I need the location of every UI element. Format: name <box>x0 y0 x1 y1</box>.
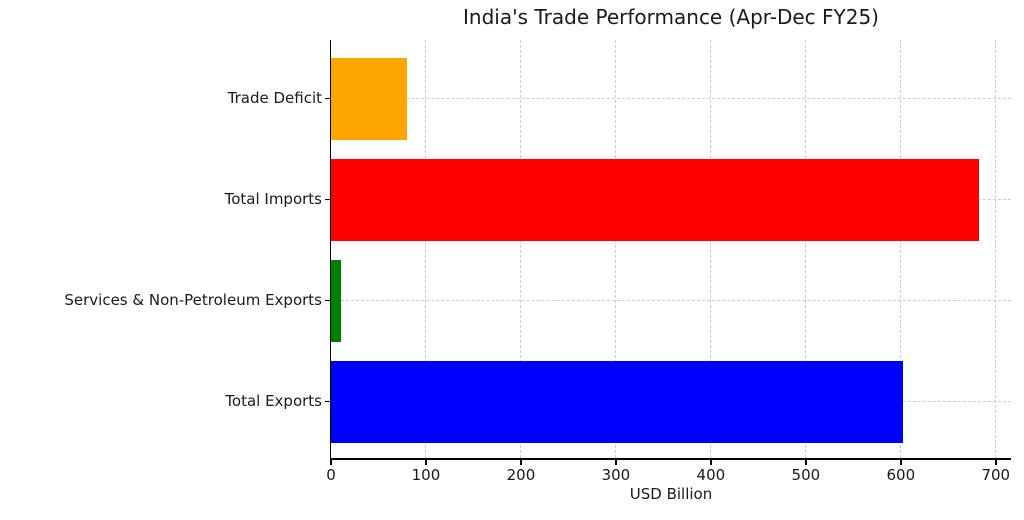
x-tick-mark <box>615 459 617 465</box>
x-tick-label: 400 <box>696 466 726 484</box>
bar-total-exports <box>331 360 904 443</box>
y-gridline <box>331 300 1011 301</box>
bar-total-imports <box>331 158 979 241</box>
y-tick-mark <box>324 299 330 302</box>
x-tick-label: 600 <box>886 466 916 484</box>
x-tick-label: 0 <box>326 466 336 484</box>
y-tick-mark <box>324 97 330 100</box>
y-tick-label-total-imports: Total Imports <box>224 189 322 208</box>
x-tick-label: 300 <box>601 466 631 484</box>
y-tick-label-trade-deficit: Trade Deficit <box>227 88 322 107</box>
y-gridline <box>331 98 1011 99</box>
x-tick-label: 700 <box>981 466 1011 484</box>
x-tick-mark <box>330 459 332 465</box>
x-tick-label: 500 <box>791 466 821 484</box>
x-tick-mark <box>520 459 522 465</box>
x-gridline <box>615 40 617 458</box>
x-gridline <box>805 40 807 458</box>
x-tick-mark <box>900 459 902 465</box>
y-tick-mark <box>324 198 330 201</box>
x-gridline <box>520 40 522 458</box>
y-tick-mark <box>324 400 330 403</box>
x-gridline <box>710 40 712 458</box>
chart-title: India's Trade Performance (Apr-Dec FY25) <box>463 5 879 29</box>
bar-trade-deficit <box>331 57 407 140</box>
x-tick-mark <box>995 459 997 465</box>
x-gridline <box>995 40 997 458</box>
y-tick-label-total-exports: Total Exports <box>225 391 322 410</box>
x-tick-label: 100 <box>411 466 441 484</box>
x-axis-label: USD Billion <box>629 485 713 503</box>
y-tick-label-services-non-petroleum-exports: Services & Non-Petroleum Exports <box>64 290 322 309</box>
x-axis-spine <box>329 458 1011 460</box>
bar-services-non-petroleum-exports <box>331 259 341 342</box>
x-tick-mark <box>805 459 807 465</box>
y-axis-spine <box>329 40 331 460</box>
x-tick-label: 200 <box>506 466 536 484</box>
x-gridline <box>425 40 427 458</box>
x-tick-mark <box>425 459 427 465</box>
x-tick-mark <box>710 459 712 465</box>
x-gridline <box>900 40 902 458</box>
